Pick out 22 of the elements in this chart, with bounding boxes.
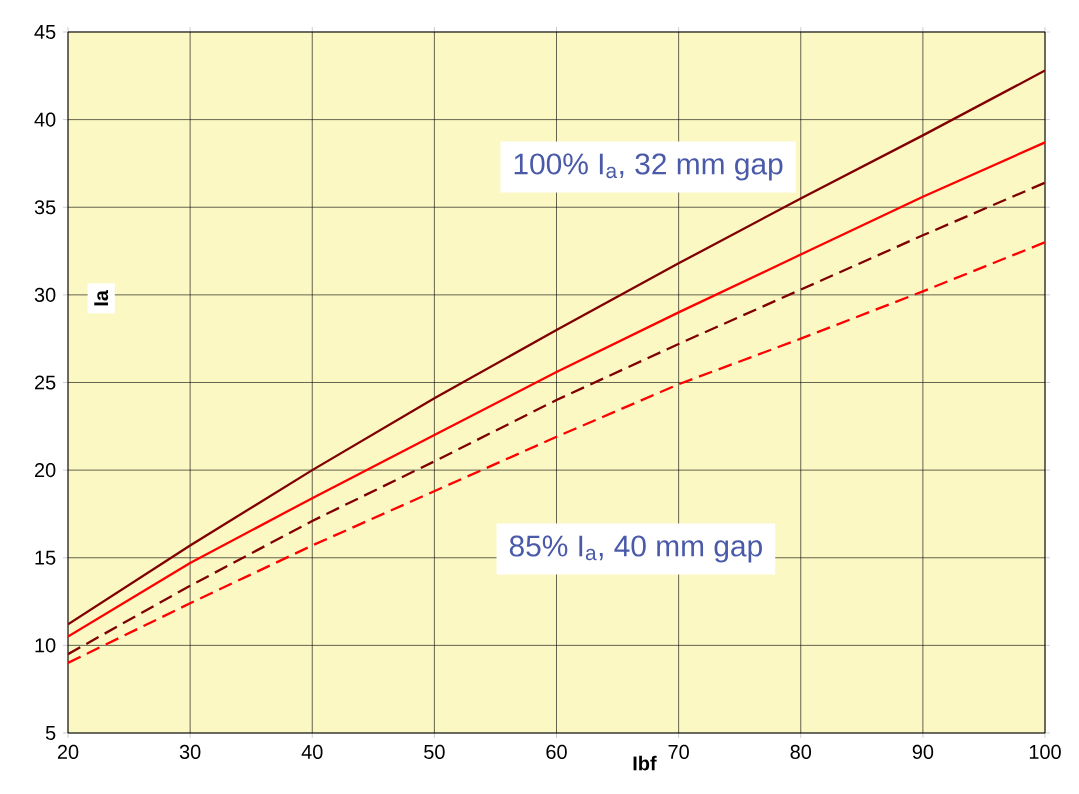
- y-tick-label: 20: [35, 463, 56, 478]
- y-tick-label: 40: [34, 112, 56, 127]
- x-tick-label: 40: [301, 744, 323, 759]
- x-tick-label: 70: [668, 744, 689, 759]
- x-tick-label: 100: [1029, 744, 1061, 759]
- x-tick-label: 20: [57, 744, 79, 759]
- y-tick-label: 15: [35, 550, 56, 565]
- x-tick-label: 50: [424, 744, 445, 759]
- y-tick-label: 30: [34, 287, 56, 302]
- y-tick-label: 5: [45, 726, 56, 740]
- x-tick-label: 90: [912, 744, 934, 759]
- x-tick-label: 30: [179, 744, 201, 759]
- y-axis-title: Ia: [94, 289, 109, 306]
- annotation: 100% I$_{a}$, 32 mm gap: [514, 153, 783, 181]
- y-tick-label: 45: [34, 25, 56, 39]
- y-tick-label: 25: [35, 375, 56, 390]
- x-axis-title: Ibf: [633, 755, 657, 771]
- y-tick-label: 10: [35, 638, 56, 653]
- x-tick-label: 60: [546, 744, 567, 759]
- x-tick-label: 80: [790, 744, 812, 759]
- annotation: 85% I$_{a}$, 40 mm gap: [509, 535, 762, 563]
- y-tick-label: 35: [34, 200, 56, 215]
